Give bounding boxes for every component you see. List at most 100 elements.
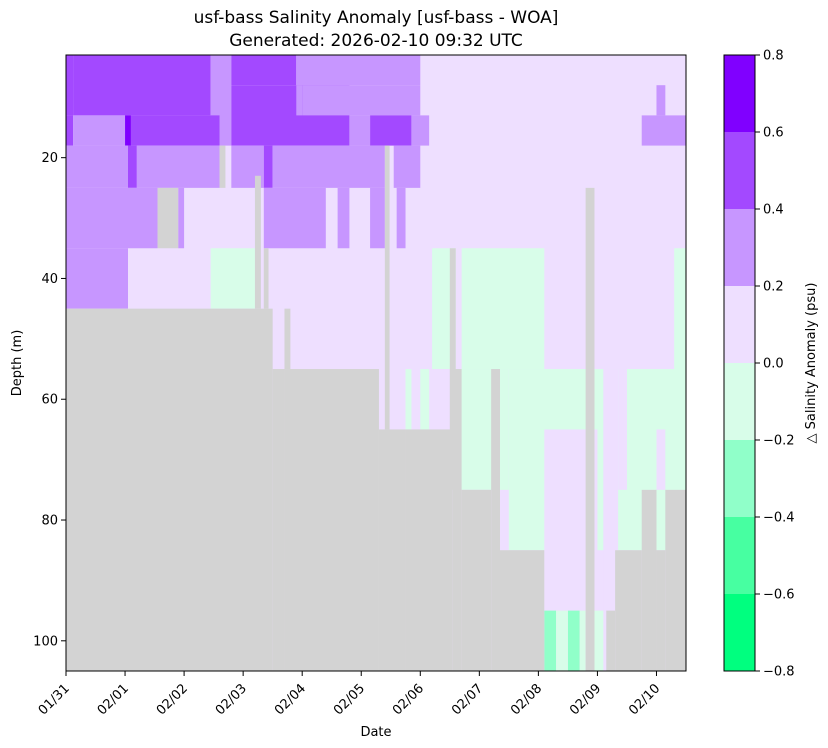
colorbar-segment [724,440,755,517]
x-tick-label: 02/04 [272,681,309,718]
no-data-cell [641,489,657,671]
no-data-cell [615,550,642,671]
colorbar-segment [724,132,755,209]
no-data-cell [384,145,390,430]
heatmap-cell [594,610,604,671]
heatmap-cell [66,55,74,116]
colorbar-label: △ Salinity Anomaly (psu) [804,283,819,444]
x-tick-label: 02/01 [95,681,132,718]
y-tick-label: 20 [41,151,58,166]
heatmap-cell [411,115,430,146]
heatmap-cell [349,115,371,146]
heatmap-cell [337,187,350,249]
no-data-cell [461,489,492,671]
y-tick-label: 40 [41,272,58,287]
no-data-cell [378,429,406,671]
no-data-cell [500,550,545,671]
x-tick-label: 02/02 [154,681,191,718]
heatmap-cell [128,145,137,188]
heatmap-cell [125,115,131,146]
no-data-cell [254,175,261,309]
heatmap-cell [603,369,619,611]
heatmap-cell [632,489,642,551]
no-data-cell [66,308,273,671]
no-data-cell [606,610,616,671]
colorbar-tick-label: 0.2 [763,280,784,295]
x-tick-label: 02/06 [390,681,427,718]
no-data-cell [219,145,226,188]
y-axis: 20 40 60 80 100 [33,151,66,649]
x-tick-label: 02/03 [213,681,250,718]
heatmap-cell [178,187,185,249]
colorbar-segment [724,363,755,440]
colorbar-segment [724,55,755,132]
heatmap-cell [66,145,128,188]
heatmap-cell [579,610,586,671]
colorbar-tick-label: −0.2 [763,434,795,449]
x-tick-label: 02/05 [331,681,368,718]
no-data-cell [284,308,291,370]
no-data-cell [157,187,179,249]
y-tick-label: 80 [41,514,58,529]
heatmap-cell [656,85,666,116]
no-data-cell [263,248,269,309]
x-tick-label: 02/09 [567,681,604,718]
y-axis-label: Depth (m) [10,330,25,397]
colorbar-tick-label: 0.0 [763,357,784,372]
x-tick-label: 02/10 [626,681,663,718]
x-tick-label: 01/31 [36,681,73,718]
x-axis: 01/31 02/01 02/02 02/03 02/04 02/05 02/06 02/07… [36,671,663,718]
heatmap-cell [656,429,666,490]
heatmap-cell [296,85,303,116]
chart-title-line1: usf-bass Salinity Anomaly [usf-bass - WO… [193,8,559,28]
heatmap-cell [136,145,220,188]
heatmap-cell [130,115,220,146]
heatmap-cells [66,55,686,672]
no-data-cell [449,248,456,490]
heatmap-cell [66,115,74,146]
plot-frame [65,54,687,672]
heatmap-cell [420,369,430,430]
heatmap-cell [66,187,158,249]
heatmap-cell [461,248,545,370]
colorbar: −0.8 −0.6 −0.4 −0.2 0.0 0.2 0.4 0.6 0.8 [723,49,795,680]
colorbar-tick-label: −0.8 [763,665,795,680]
heatmap-cell [396,187,406,249]
colorbar-segment [724,517,755,594]
heatmap-cell [272,145,385,188]
heatmap-cell [263,187,326,249]
x-tick-label: 02/07 [449,681,486,718]
no-data-cell [405,429,453,671]
x-tick-label: 02/08 [508,681,545,718]
no-data-cell [272,369,285,671]
heatmap-cell [618,369,627,490]
heatmap-cell [263,145,273,188]
heatmap-cell [210,248,255,309]
heatmap-cell [231,55,297,86]
y-tick-label: 60 [41,393,58,408]
colorbar-tick-label: −0.6 [763,588,795,603]
heatmap-cell [370,115,412,146]
no-data-cell [452,369,462,671]
heatmap-cell [66,248,128,309]
heatmap-cell [405,369,412,430]
heatmap-cell [567,610,580,671]
x-axis-label: Date [360,725,391,740]
colorbar-segment [724,209,755,286]
colorbar-tick-label: 0.6 [763,126,784,141]
heatmap-cell [544,610,557,671]
heatmap-cell [302,85,421,116]
heatmap-cell [296,55,421,86]
colorbar-segment [724,594,755,671]
chart-title-line2: Generated: 2026-02-10 09:32 UTC [229,31,523,51]
no-data-cell [665,489,686,671]
heatmap-cell [641,115,686,146]
heatmap-cell [370,187,385,249]
no-data-cell [656,550,666,671]
colorbar-tick-label: −0.4 [763,511,795,526]
no-data-cell [284,369,379,671]
colorbar-segment [724,286,755,363]
colorbar-tick-label: 0.4 [763,203,784,218]
heatmap-cell [556,610,568,671]
